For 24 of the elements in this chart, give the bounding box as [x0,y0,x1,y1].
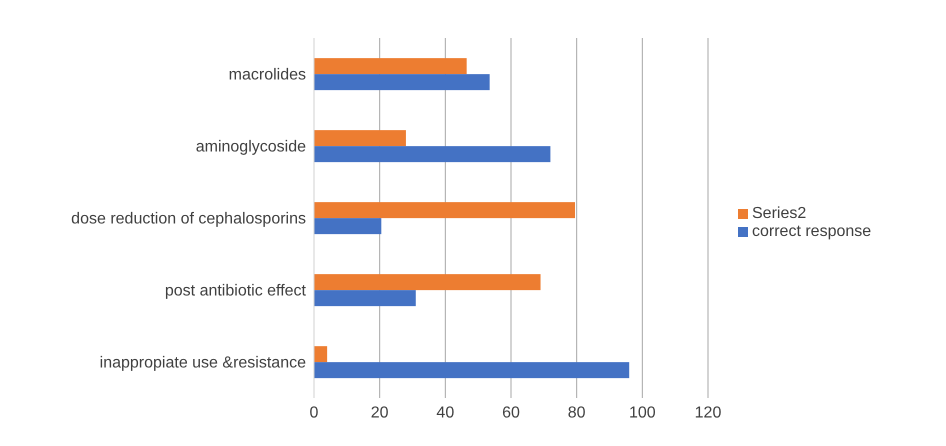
y-tick-label: aminoglycoside [196,138,306,156]
bar [314,346,328,362]
bar [314,202,576,218]
legend-label: correct response [752,223,872,240]
x-tick-label: 20 [370,404,389,422]
legend-label: Series2 [752,205,806,222]
y-tick-label: macrolides [228,66,306,84]
x-tick-label: 40 [436,404,454,422]
x-tick-label: 120 [694,404,722,422]
bar [314,146,550,162]
bar [314,274,541,290]
y-tick-label: inappropiate use &resistance [100,354,306,372]
x-tick-label: 100 [628,404,656,422]
bar [314,58,467,74]
bar [314,290,416,306]
x-tick-label: 60 [502,404,520,422]
x-tick-label: 80 [568,404,586,422]
y-tick-label: post antibiotic effect [164,282,307,300]
bar [314,218,382,234]
y-tick-label: dose reduction of cephalosporins [71,210,306,228]
bar [314,74,490,90]
bar [314,362,630,378]
x-tick-label: 0 [310,404,319,422]
bar [314,130,406,146]
